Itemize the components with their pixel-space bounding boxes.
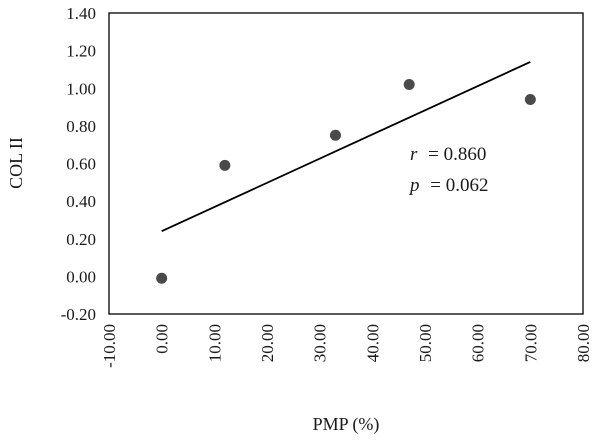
trendline-layer <box>161 61 531 233</box>
x-tick-label: 80.00 <box>574 324 593 362</box>
x-tick-label: 20.00 <box>258 324 277 362</box>
r-annotation: r = 0.860 <box>410 144 486 165</box>
x-tick-label: 70.00 <box>521 324 540 362</box>
y-tick-label: 0.40 <box>66 192 96 211</box>
plot-area-frame <box>108 12 584 315</box>
r-value: = 0.860 <box>428 144 486 165</box>
y-tick-label: 0.60 <box>66 155 96 174</box>
x-tick-label: 0.00 <box>153 324 172 354</box>
x-tick-label: -10.00 <box>100 324 119 368</box>
y-axis-ticks: 1.40 1.20 1.00 0.80 0.60 0.40 0.20 0.00 -0.20 <box>61 4 96 324</box>
x-tick-label: 30.00 <box>311 324 330 362</box>
x-tick-label: 10.00 <box>205 324 224 362</box>
data-point <box>403 78 415 90</box>
y-tick-label: -0.20 <box>61 305 96 324</box>
x-tick-label: 40.00 <box>363 324 382 362</box>
data-points <box>156 78 536 284</box>
data-point <box>219 159 231 171</box>
p-symbol: p <box>408 175 420 196</box>
data-point <box>524 94 536 106</box>
data-point <box>329 129 341 141</box>
y-tick-label: 1.00 <box>66 79 96 98</box>
y-axis-title: COL II <box>6 137 26 189</box>
y-tick-label: 1.40 <box>66 4 96 23</box>
y-tick-label: 0.80 <box>66 117 96 136</box>
x-axis-title: PMP (%) <box>313 414 380 435</box>
p-annotation: p = 0.062 <box>408 175 488 196</box>
x-tick-label: 60.00 <box>469 324 488 362</box>
y-tick-label: 1.20 <box>66 42 96 61</box>
trendline <box>161 61 531 233</box>
r-symbol: r <box>410 144 418 165</box>
y-tick-label: 0.20 <box>66 230 96 249</box>
p-value: = 0.062 <box>430 175 488 196</box>
y-tick-label: 0.00 <box>66 267 96 286</box>
data-point <box>156 272 168 284</box>
x-tick-label: 50.00 <box>416 324 435 362</box>
x-axis-ticks: -10.00 0.00 10.00 20.00 30.00 40.00 50.00 60.00… <box>100 324 593 368</box>
